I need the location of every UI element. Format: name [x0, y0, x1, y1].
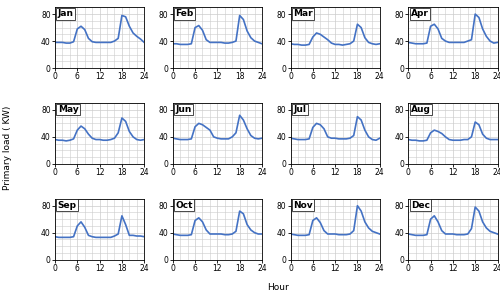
Text: Jun: Jun — [176, 105, 192, 114]
Text: Apr: Apr — [411, 9, 429, 18]
Text: May: May — [58, 105, 78, 114]
Text: Oct: Oct — [176, 201, 193, 210]
Text: Hour: Hour — [266, 283, 288, 292]
Text: Jul: Jul — [293, 105, 306, 114]
Text: Primary load ( KW): Primary load ( KW) — [3, 105, 12, 190]
Text: Dec: Dec — [411, 201, 430, 210]
Text: Aug: Aug — [411, 105, 431, 114]
Text: Nov: Nov — [293, 201, 313, 210]
Text: Sep: Sep — [58, 201, 76, 210]
Text: Jan: Jan — [58, 9, 74, 18]
Text: Feb: Feb — [176, 9, 194, 18]
Text: Mar: Mar — [293, 9, 313, 18]
